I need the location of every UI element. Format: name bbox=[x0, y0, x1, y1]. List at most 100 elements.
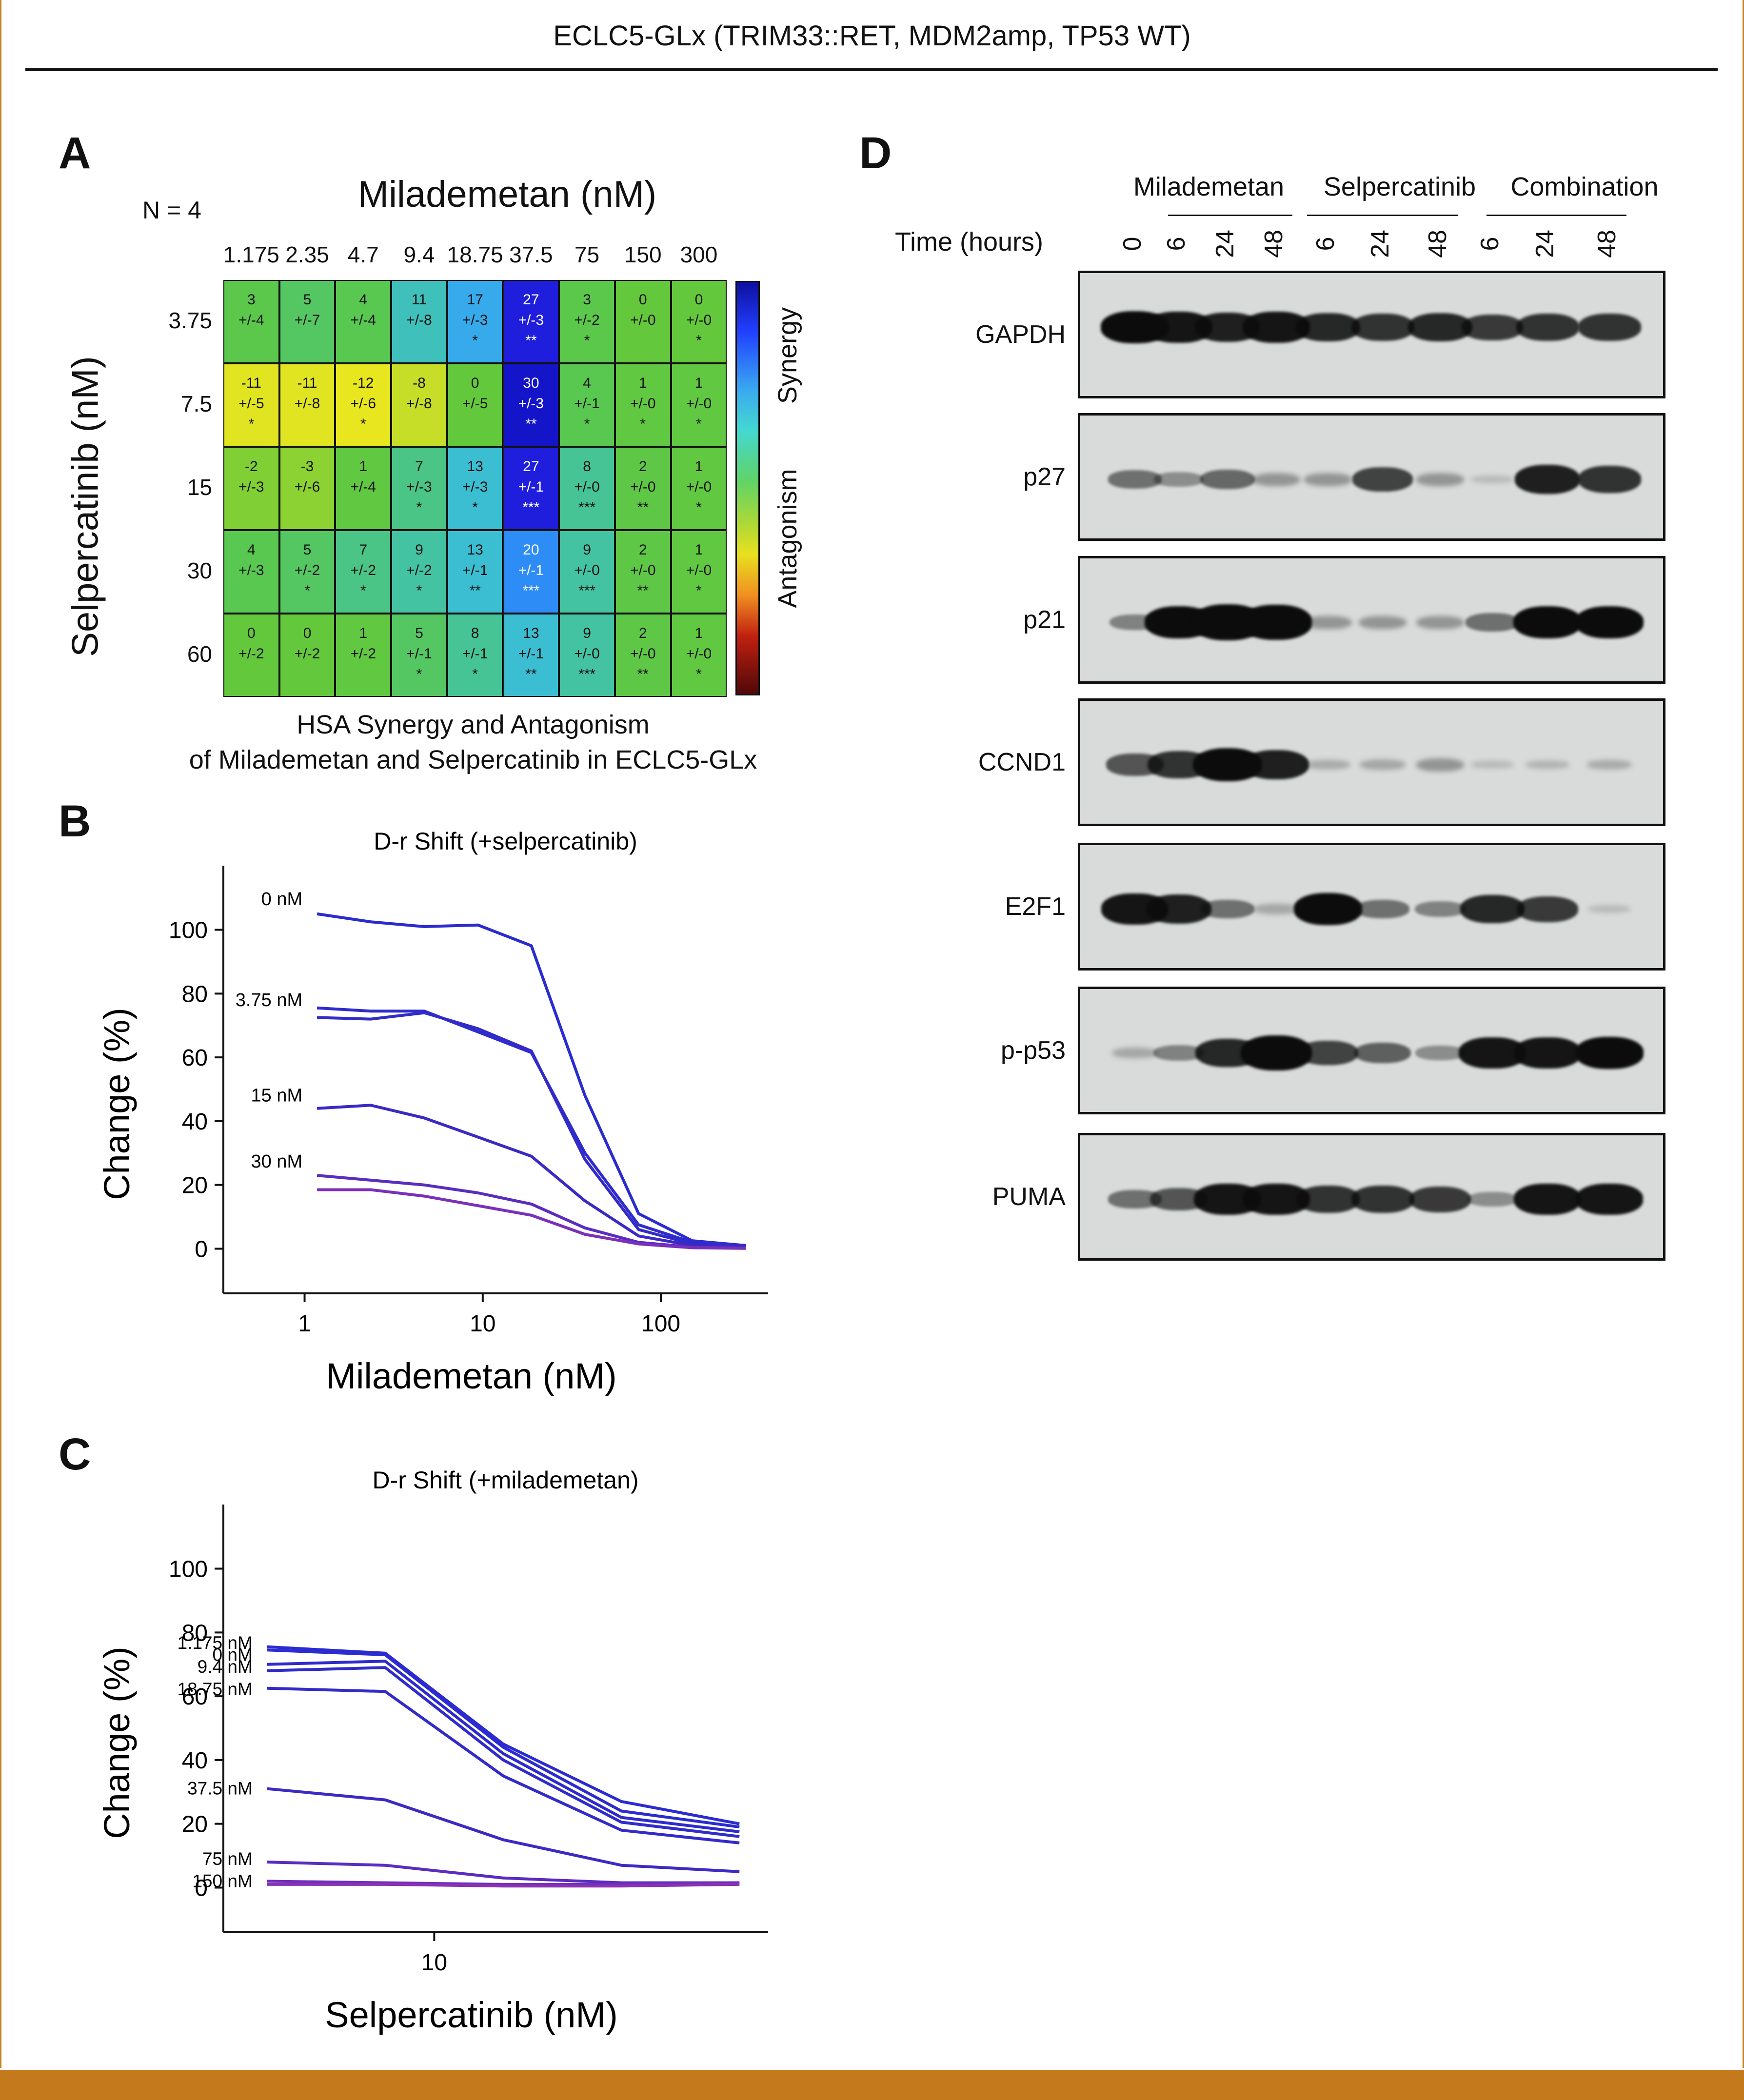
heatmap-cell-value: 5 bbox=[415, 625, 423, 641]
heatmap-cell: 9 +/-0 *** bbox=[559, 530, 615, 614]
blot-band bbox=[1200, 470, 1255, 489]
heatmap-row-label: 60 bbox=[187, 641, 212, 667]
y-tick-label: 40 bbox=[182, 1748, 208, 1774]
colorbar-synergy-label: Synergy bbox=[773, 307, 802, 404]
heatmap-cell: 0 +/-2 bbox=[279, 614, 336, 697]
lane-label: 6 bbox=[1476, 237, 1504, 251]
heatmap-cell-error: +/-2 bbox=[350, 646, 376, 662]
heatmap-col-title: Milademetan (nM) bbox=[357, 174, 657, 215]
heatmap-cell-value: 13 bbox=[467, 542, 483, 558]
heatmap-cell-stars: *** bbox=[522, 583, 540, 599]
heatmap-cell: 27 +/-1 *** bbox=[503, 447, 559, 530]
heatmap-cell: 1 +/-0 * bbox=[671, 614, 727, 697]
heatmap-cell: 5 +/-1 * bbox=[391, 614, 447, 697]
blot-band bbox=[1578, 314, 1641, 341]
blot-box bbox=[1078, 271, 1665, 398]
blot-band bbox=[1415, 1046, 1465, 1060]
heatmap-cell-error: +/-3 bbox=[518, 396, 544, 412]
series-label: 15 nM bbox=[251, 1086, 302, 1106]
blot-band bbox=[1294, 893, 1362, 925]
heatmap-cell-error: +/-1 bbox=[518, 479, 544, 495]
heatmap-cell-value: 2 bbox=[638, 542, 647, 558]
western-group-line bbox=[1307, 215, 1458, 216]
blot-band bbox=[1298, 1040, 1358, 1066]
heatmap-cell-error: +/-1 bbox=[518, 646, 544, 662]
heatmap-cell-value: -11 bbox=[241, 375, 261, 391]
heatmap-cell-value: 5 bbox=[303, 292, 312, 308]
heatmap-cell: 1 +/-2 bbox=[335, 614, 392, 697]
heatmap-cell-stars: ** bbox=[637, 666, 649, 682]
heatmap-cell-error: +/-8 bbox=[406, 312, 432, 328]
heatmap-cell: 8 +/-1 * bbox=[447, 614, 503, 697]
heatmap-cell-stars: * bbox=[304, 583, 310, 599]
blot-band bbox=[1241, 605, 1312, 640]
heatmap-cell-stars: * bbox=[696, 333, 702, 349]
heatmap-cell-value: -11 bbox=[297, 375, 317, 391]
heatmap-col-label: 9.4 bbox=[403, 242, 435, 267]
dose-response-chart-c: D-r Shift (+milademetan) 0 20 40 60 80 100 10 Se… bbox=[97, 1466, 768, 2035]
heatmap-col-label: 2.35 bbox=[285, 242, 329, 267]
blot-band bbox=[1201, 900, 1254, 918]
blot-label: p27 bbox=[1023, 463, 1066, 491]
heatmap-cell-error: +/-2 bbox=[294, 562, 320, 578]
heatmap-cell-value: 20 bbox=[523, 542, 539, 558]
heatmap-cell-error: +/-0 bbox=[630, 646, 656, 662]
heatmap-cell: 13 +/-1 ** bbox=[503, 614, 559, 697]
heatmap-cell: 27 +/-3 ** bbox=[503, 280, 559, 363]
series-line bbox=[267, 1861, 740, 1884]
lane-label: 48 bbox=[1260, 230, 1288, 258]
x-tick-label: 10 bbox=[421, 1950, 447, 1976]
heatmap-cell-error: +/-2 bbox=[294, 646, 320, 662]
series-line bbox=[317, 1104, 746, 1249]
blot-band bbox=[1575, 606, 1644, 638]
heatmap-cell: 2 +/-0 ** bbox=[614, 447, 671, 530]
blot-band bbox=[1252, 473, 1301, 486]
heatmap-cell-value: 1 bbox=[638, 375, 647, 391]
series-line bbox=[267, 1882, 740, 1888]
heatmap-cell-stars: ** bbox=[525, 666, 537, 682]
blot-band bbox=[1352, 467, 1413, 492]
blot-band bbox=[1360, 759, 1406, 770]
heatmap-col-label: 1.175 bbox=[223, 242, 279, 267]
blot-band bbox=[1466, 613, 1519, 632]
heatmap-cell-value: 0 bbox=[303, 625, 312, 641]
heatmap-cell-value: -3 bbox=[300, 458, 314, 475]
heatmap-caption-line1: HSA Synergy and Antagonism bbox=[297, 710, 650, 739]
heatmap-cell-error: +/-8 bbox=[294, 396, 320, 412]
heatmap-cell: 0 +/-2 bbox=[223, 614, 279, 697]
heatmap-col-label: 37.5 bbox=[509, 242, 553, 267]
blot-band bbox=[1514, 464, 1581, 495]
western-group-label: Milademetan bbox=[1133, 172, 1285, 201]
heatmap-cell: -3 +/-6 bbox=[279, 447, 336, 530]
western-group-label: Selpercatinib bbox=[1323, 172, 1476, 201]
series-line bbox=[317, 1006, 746, 1247]
heatmap-cell-stars: * bbox=[248, 416, 255, 432]
heatmap-cell-stars: * bbox=[472, 666, 478, 682]
series-line bbox=[267, 1648, 740, 1829]
blot-band bbox=[1414, 901, 1466, 917]
y-tick-label: 100 bbox=[169, 1557, 208, 1583]
heatmap-cell-error: +/-3 bbox=[238, 479, 264, 495]
heatmap-caption-line2: of Milademetan and Selpercatinib in ECLC… bbox=[189, 745, 757, 774]
heatmap-cell-error: +/-3 bbox=[462, 312, 488, 328]
y-tick-label: 20 bbox=[182, 1812, 208, 1838]
blot-band bbox=[1514, 1037, 1581, 1069]
heatmap-cell: 3 +/-4 bbox=[223, 280, 279, 363]
heatmap-colorbar bbox=[735, 281, 760, 695]
heatmap-cell-error: +/-1 bbox=[406, 646, 432, 662]
heatmap-cell-stars: * bbox=[584, 416, 590, 432]
heatmap-cell-error: +/-8 bbox=[406, 396, 432, 412]
heatmap-caption: HSA Synergy and Antagonism of Milademeta… bbox=[98, 707, 849, 777]
heatmap-cell-error: +/-5 bbox=[238, 396, 264, 412]
blot-label: PUMA bbox=[992, 1183, 1066, 1211]
lane-label: 48 bbox=[1593, 230, 1621, 258]
heatmap-cell: 9 +/-0 *** bbox=[559, 614, 615, 697]
heatmap-cell-value: 7 bbox=[359, 542, 368, 558]
heatmap-cell-error: +/-1 bbox=[518, 562, 544, 578]
heatmap-cell: -2 +/-3 bbox=[223, 447, 279, 530]
heatmap-cell-value: 30 bbox=[523, 375, 539, 391]
heatmap-cell-stars: * bbox=[416, 583, 422, 599]
western-group-line bbox=[1486, 215, 1626, 216]
heatmap-cell-error: +/-5 bbox=[462, 396, 488, 412]
heatmap-cell: 0 +/-5 bbox=[447, 363, 503, 447]
